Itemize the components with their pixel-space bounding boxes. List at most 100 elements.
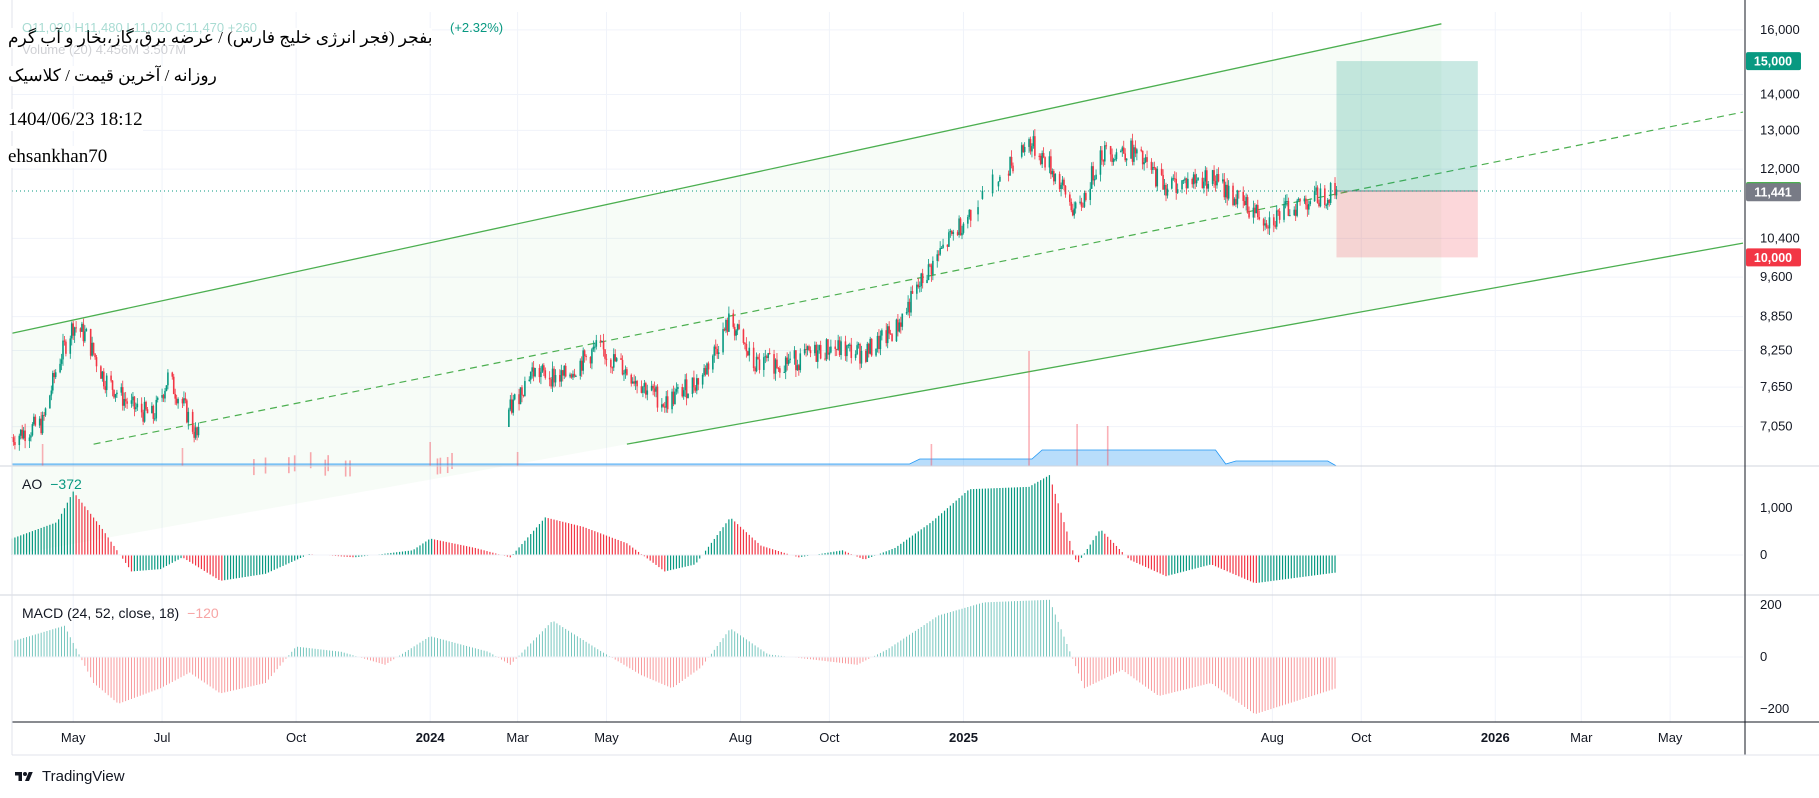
candle-body: [716, 348, 719, 355]
candle-body: [518, 394, 520, 405]
candle-body: [891, 334, 893, 342]
candle-body: [774, 359, 777, 374]
candle-body: [113, 389, 115, 398]
candle-body: [968, 209, 971, 218]
candle-body: [630, 374, 633, 384]
candle-body: [1146, 157, 1148, 162]
candle-body: [881, 330, 883, 336]
volume-ma-area: [11, 449, 1338, 467]
candle-body: [1175, 178, 1177, 193]
candle-body: [808, 346, 810, 351]
candle-body: [748, 347, 751, 356]
candle-body: [1070, 201, 1073, 211]
ao-name: AO: [22, 476, 43, 492]
long-position-tool[interactable]: [12, 61, 1743, 258]
price-badge-label: 11,441: [1754, 186, 1792, 200]
candle-body: [1133, 147, 1135, 162]
candle-body: [901, 313, 904, 327]
time-tick-label: Jul: [154, 730, 171, 745]
candle-body: [745, 344, 748, 352]
candle-body: [916, 284, 918, 294]
candle-body: [1211, 170, 1214, 184]
candle-body: [1297, 198, 1300, 201]
candle-body: [59, 363, 61, 373]
candle-body: [624, 369, 627, 374]
candle-body: [969, 209, 972, 221]
candle-body: [1122, 147, 1125, 154]
time-tick-label: Mar: [506, 730, 529, 745]
candle-body: [191, 411, 194, 432]
candle-body: [172, 376, 175, 394]
candle-body: [559, 375, 561, 382]
candle-body: [123, 398, 125, 406]
candle-body: [870, 338, 873, 356]
candle-body: [85, 328, 88, 332]
candle-body: [529, 371, 532, 380]
candle-body: [126, 401, 128, 404]
ao-legend[interactable]: AO −372: [22, 476, 82, 492]
candle-body: [62, 340, 64, 360]
candle-body: [140, 403, 143, 413]
candle-body: [1315, 187, 1317, 191]
macd-tick-label: 200: [1760, 597, 1782, 612]
candle-body: [1092, 166, 1094, 181]
candle-body: [165, 385, 168, 391]
candle-body: [937, 254, 940, 256]
price-badge: [1746, 248, 1801, 267]
candle-body: [840, 341, 842, 355]
price-badge-label: 10,000: [1754, 251, 1792, 265]
candle-body: [63, 340, 66, 342]
candle-body: [783, 371, 786, 373]
candle-body: [1172, 178, 1175, 180]
candle-body: [1150, 161, 1153, 171]
candle-body: [1222, 179, 1224, 182]
candle-body: [560, 370, 563, 382]
candle-body: [1060, 184, 1062, 190]
candle-body: [672, 391, 675, 405]
candle-body: [1334, 182, 1336, 196]
candle-body: [152, 405, 155, 419]
candle-body: [940, 247, 943, 249]
candle-body: [1061, 179, 1064, 185]
candle-body: [981, 190, 984, 199]
trend-channel: [11, 23, 1744, 555]
candle-body: [684, 379, 686, 391]
candle-body: [819, 345, 822, 359]
candle-body: [1102, 160, 1105, 162]
volume-bar: [253, 459, 255, 476]
macd-legend[interactable]: MACD (24, 52, close, 18) −120: [22, 605, 219, 621]
candle-body: [694, 387, 697, 391]
candle-body: [918, 286, 921, 288]
candle-body: [768, 353, 771, 355]
candle-body: [1074, 202, 1077, 209]
volume-bar: [344, 460, 347, 477]
candle-body: [878, 335, 880, 350]
candle-body: [736, 324, 739, 331]
candle-body: [706, 363, 708, 375]
candle-body: [776, 359, 778, 369]
candle-body: [1109, 146, 1112, 155]
candle-body: [1278, 211, 1281, 220]
candle-body: [876, 335, 879, 349]
candle-body: [81, 323, 83, 332]
tradingview-logo[interactable]: TradingView: [12, 768, 125, 785]
candle-body: [1245, 197, 1247, 205]
candle-body: [958, 218, 960, 235]
candle-body: [869, 338, 872, 354]
candle-body: [1268, 217, 1271, 229]
price-tick-label: 13,000: [1760, 122, 1800, 137]
candle-body: [1124, 153, 1127, 161]
candle-body: [1335, 189, 1338, 196]
candle-body: [1273, 217, 1275, 226]
candle-body: [553, 368, 555, 383]
candle-body: [665, 396, 668, 408]
candle-body: [1201, 177, 1204, 189]
volume-legend[interactable]: Volume (20) 4.456M 3.507M: [22, 42, 187, 57]
candle-body: [1111, 154, 1113, 163]
time-axis[interactable]: May Jul Oct 2024 Mar May Aug Oct 2025 Aug Oct 2026 M…: [61, 730, 1683, 745]
candle-body: [1120, 151, 1122, 153]
candle-body: [1090, 166, 1093, 189]
candle-body: [31, 424, 34, 436]
candle-body: [1163, 184, 1166, 190]
price-axis[interactable]: 16,000 14,000 13,000 12,000 10,400 9,600 8,850…: [1746, 22, 1801, 716]
